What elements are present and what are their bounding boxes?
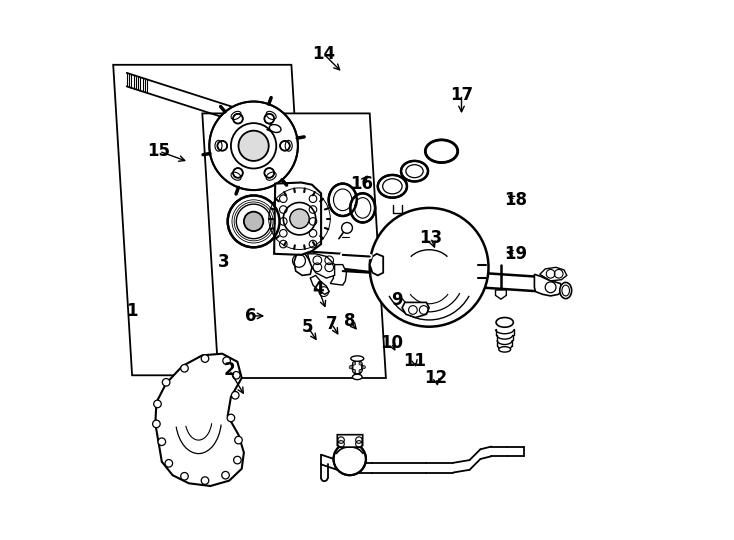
Text: 6: 6 — [245, 307, 257, 325]
Circle shape — [290, 209, 309, 228]
Polygon shape — [539, 267, 567, 281]
Text: 1: 1 — [126, 301, 138, 320]
Circle shape — [362, 366, 366, 369]
Circle shape — [239, 131, 269, 161]
Circle shape — [349, 366, 352, 369]
Text: 10: 10 — [379, 334, 403, 352]
Text: 5: 5 — [302, 318, 313, 336]
Circle shape — [233, 456, 241, 464]
Ellipse shape — [425, 140, 458, 163]
Polygon shape — [294, 248, 312, 275]
Polygon shape — [327, 265, 346, 285]
Text: 18: 18 — [504, 191, 527, 209]
Circle shape — [233, 372, 240, 379]
Text: 11: 11 — [403, 352, 426, 370]
Polygon shape — [156, 354, 244, 486]
Ellipse shape — [499, 347, 511, 352]
Ellipse shape — [496, 318, 513, 327]
Circle shape — [233, 114, 243, 124]
Circle shape — [162, 379, 170, 386]
Circle shape — [264, 114, 274, 124]
Circle shape — [227, 414, 235, 422]
Circle shape — [352, 362, 356, 365]
Circle shape — [201, 477, 208, 484]
Circle shape — [222, 471, 229, 479]
Ellipse shape — [351, 356, 364, 361]
Circle shape — [233, 168, 243, 178]
Text: 19: 19 — [504, 245, 527, 263]
Polygon shape — [495, 290, 506, 299]
Ellipse shape — [269, 125, 281, 132]
Circle shape — [359, 369, 362, 373]
Circle shape — [244, 212, 264, 231]
Circle shape — [158, 438, 166, 446]
Circle shape — [352, 369, 356, 373]
Text: 2: 2 — [223, 361, 235, 379]
Polygon shape — [310, 275, 330, 294]
Text: 14: 14 — [312, 45, 335, 63]
Circle shape — [359, 362, 362, 365]
Circle shape — [153, 420, 160, 428]
Polygon shape — [113, 65, 310, 375]
Polygon shape — [274, 183, 321, 255]
Polygon shape — [308, 254, 335, 278]
Ellipse shape — [350, 193, 375, 222]
Ellipse shape — [378, 175, 407, 198]
Circle shape — [228, 195, 280, 247]
Circle shape — [235, 436, 242, 444]
Polygon shape — [203, 113, 386, 378]
Polygon shape — [534, 274, 562, 296]
Text: 7: 7 — [326, 315, 338, 333]
Circle shape — [153, 400, 161, 408]
Ellipse shape — [560, 282, 572, 299]
Circle shape — [201, 355, 208, 362]
Ellipse shape — [401, 161, 428, 181]
Circle shape — [264, 168, 274, 178]
Ellipse shape — [329, 184, 357, 216]
Text: 3: 3 — [218, 253, 230, 271]
Text: 8: 8 — [344, 312, 355, 330]
Circle shape — [181, 364, 188, 372]
Circle shape — [370, 208, 489, 327]
Polygon shape — [402, 302, 429, 318]
Circle shape — [223, 357, 230, 364]
Text: 4: 4 — [313, 280, 324, 298]
Circle shape — [333, 443, 366, 475]
Circle shape — [217, 141, 227, 151]
Ellipse shape — [352, 374, 362, 380]
Polygon shape — [370, 254, 383, 275]
Text: 12: 12 — [424, 369, 448, 387]
Text: 16: 16 — [350, 174, 373, 193]
Text: 17: 17 — [450, 85, 473, 104]
Circle shape — [280, 141, 290, 151]
Text: 9: 9 — [391, 291, 402, 309]
Circle shape — [181, 472, 188, 480]
Ellipse shape — [352, 360, 362, 374]
Circle shape — [341, 222, 352, 233]
Circle shape — [209, 102, 298, 190]
Circle shape — [231, 392, 239, 399]
Polygon shape — [338, 435, 363, 447]
Text: 13: 13 — [419, 228, 443, 247]
Circle shape — [165, 460, 172, 467]
Text: 15: 15 — [148, 142, 170, 160]
